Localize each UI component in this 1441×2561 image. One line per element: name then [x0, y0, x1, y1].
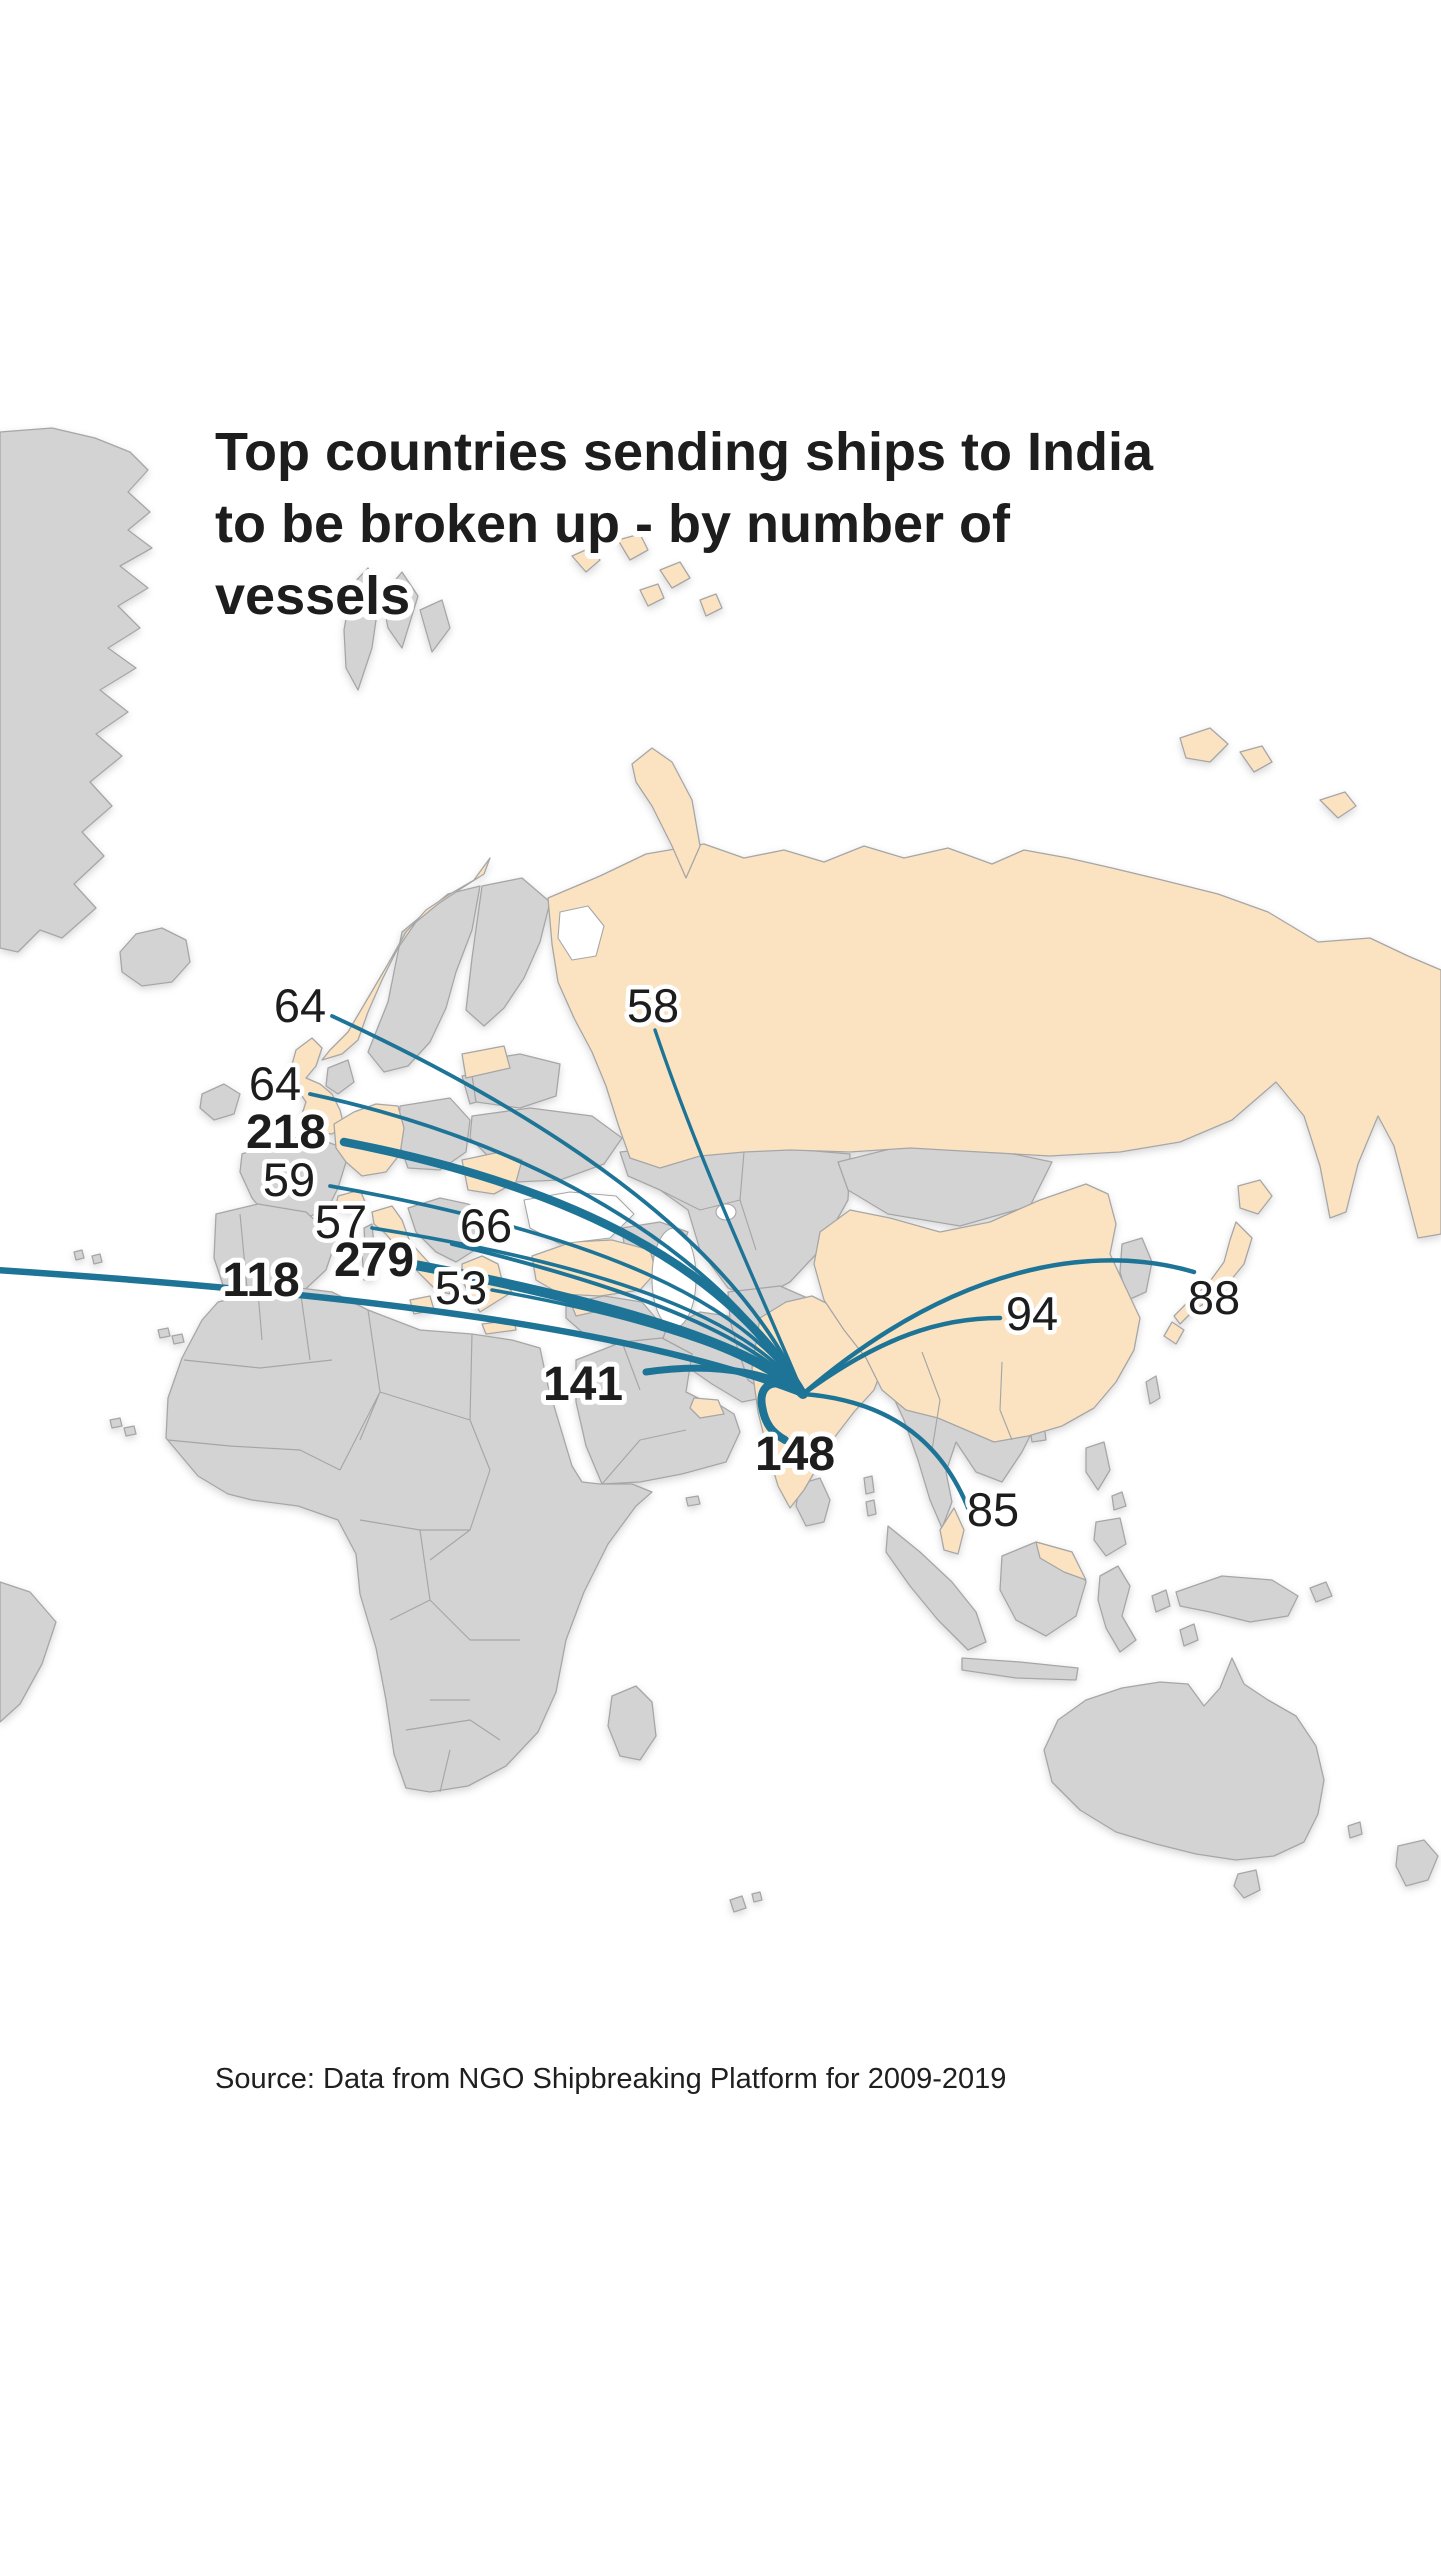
land-sumatra [885, 1525, 987, 1651]
land-tasmania [1233, 1869, 1261, 1899]
flow-line-88 [800, 1258, 1197, 1397]
land-france [239, 1135, 347, 1223]
flow-lines [0, 1014, 1197, 1527]
land-australia [1043, 1657, 1325, 1861]
land-denmark [325, 1059, 355, 1095]
flow-value-53: 53 [435, 1261, 487, 1314]
flow-value-57: 57 [315, 1195, 367, 1248]
flow-line-218 [339, 1137, 808, 1399]
land-sulawesi-moluccas [1097, 1565, 1199, 1653]
land-malaysia [939, 1507, 1087, 1581]
land-new-zealand-newcaledonia [1347, 1821, 1439, 1887]
title-line-2: to be broken up - by number of [215, 494, 1011, 554]
flow-line-58 [653, 1028, 805, 1396]
title-line-1: Top countries sending ships to India [215, 422, 1154, 482]
flow-value-norway: 64 [274, 979, 326, 1032]
flow-line-57 [370, 1226, 805, 1396]
flow-value-uk: 64 [249, 1057, 301, 1110]
flow-value-russia: 58 [627, 979, 679, 1032]
land-novaya-zemlya [631, 747, 701, 879]
land-korea [1119, 1237, 1153, 1301]
land-madagascar [607, 1685, 657, 1761]
land-estonia-latvia [461, 1045, 511, 1079]
land-norway [321, 857, 491, 1061]
flow-value-china: 94 [1006, 1287, 1058, 1340]
source-note: Source: Data from NGO Shipbreaking Platf… [215, 2063, 1006, 2095]
land-java [961, 1657, 1079, 1681]
land-china [813, 1183, 1141, 1443]
land-turkey [531, 1239, 657, 1297]
flow-value-india: 148 [755, 1428, 835, 1481]
land-japan [1163, 1179, 1273, 1345]
country-borders [167, 1151, 1013, 1793]
land-uae [689, 1397, 725, 1419]
land-sardinia-corsica [361, 1223, 377, 1281]
flow-value-germany: 218 [246, 1106, 326, 1159]
flow-value-59: 59 [263, 1153, 315, 1206]
land-iceland [119, 927, 191, 987]
flow-value-141: 141 [543, 1358, 623, 1411]
land-south-america [0, 1581, 57, 1723]
land-philippines [1085, 1441, 1127, 1557]
land-ireland [199, 1083, 241, 1121]
flow-line-85 [800, 1391, 977, 1527]
land-sweden [367, 885, 481, 1073]
land-franz-josef [571, 533, 723, 617]
land-russia [547, 843, 1441, 1239]
flow-value-labels: 64 58 64 218 59 57 66 279 53 118 141 148… [217, 975, 1244, 1541]
flow-value-118: 118 [222, 1254, 299, 1307]
land-arabia [575, 1337, 741, 1485]
title-line-3: vessels [215, 566, 410, 626]
land-iberia [213, 1203, 337, 1307]
flow-value-66: 66 [460, 1199, 512, 1252]
land-africa [165, 1287, 653, 1793]
chart-title: Top countries sending ships to India to … [209, 416, 1160, 632]
flow-line-64-norway [330, 1014, 805, 1396]
land-united-kingdom [289, 1037, 345, 1135]
flow-line-279 [405, 1259, 808, 1399]
land-svalbard [343, 567, 451, 691]
world-landmasses [0, 427, 1441, 1913]
land-greenland [0, 427, 153, 953]
land-finland [465, 877, 551, 1027]
indian-ocean-islands [685, 1475, 877, 1913]
flow-line-94 [800, 1315, 1003, 1397]
land-arctic-islands-east [1179, 727, 1357, 819]
flow-value-85: 85 [967, 1483, 1019, 1536]
flow-value-greece: 279 [334, 1234, 414, 1287]
land-new-guinea [1175, 1575, 1333, 1623]
atlantic-islands [73, 1249, 185, 1437]
flow-value-japan: 88 [1188, 1271, 1240, 1324]
flow-line-148 [757, 1379, 807, 1444]
white-sea [557, 905, 605, 961]
